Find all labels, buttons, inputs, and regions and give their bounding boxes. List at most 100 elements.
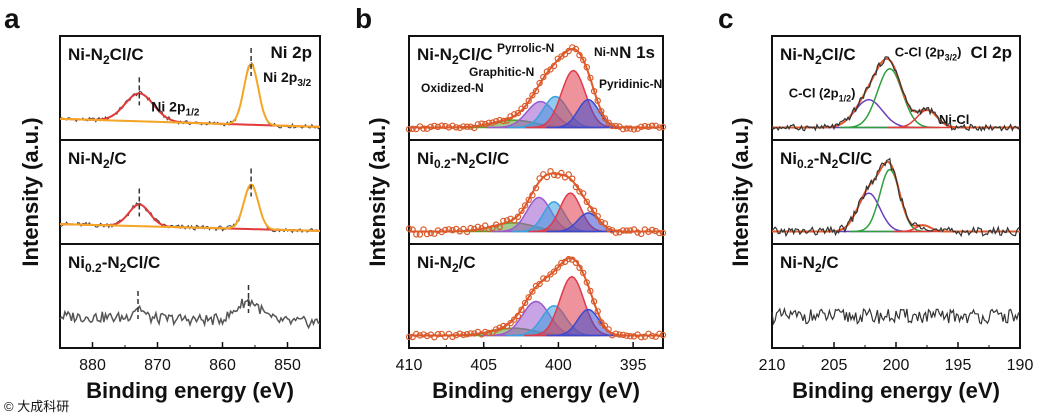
raw-data-point [540,275,547,282]
raw-data-point [514,109,522,117]
raw-data-point [638,334,645,341]
sample-label-rest: /C [110,149,127,168]
sample-label: Ni-N2/C [68,149,127,171]
x-axis-label: Binding energy (eV) [86,378,294,403]
component-label-name: C-Cl (2p [789,86,839,101]
raw-data-point [478,120,485,127]
raw-data-point [529,191,536,199]
raw-data-point [529,92,536,99]
component-label: Ni-Cl [939,112,969,127]
raw-data-point [405,333,413,341]
x-tick-label: 870 [144,357,171,374]
raw-data-point [547,167,554,175]
watermark: © 大成科研 [4,399,69,414]
raw-data-point [442,226,449,234]
sample-label-main: Ni-N [780,253,815,272]
sample-label: Ni0.2-N2Cl/C [780,149,872,171]
raw-data-point [587,287,594,295]
sample-label-main: Ni-N [780,45,815,64]
raw-data-point [583,63,591,71]
raw-data-point [648,122,656,129]
raw-data-point [580,190,587,197]
sample-label-sub: 2 [832,157,839,171]
raw-data-point [659,331,667,339]
raw-data-point [645,228,652,235]
raw-data-point [598,218,605,226]
raw-data-point [525,97,532,104]
raw-data-point [576,264,583,271]
raw-data-point [507,319,514,327]
raw-data-point [583,198,591,205]
peak-label-name: Ni 2p [151,98,185,114]
raw-data-point [634,229,641,236]
raw-data-point [434,227,442,234]
raw-data-point [572,45,580,53]
raw-data-point [558,169,565,177]
raw-data-point [630,333,638,340]
raw-data-point [503,217,511,224]
raw-data-point [619,125,627,133]
y-axis-label: Intensity (a.u.) [18,117,43,266]
raw-data-point [550,268,558,275]
subpanel: Ni0.2-N2Cl/C [405,149,667,238]
sample-label-sub: 2 [103,157,110,171]
sample-label-sub: 0.2 [85,261,102,275]
raw-data-point [656,124,663,131]
raw-data-point [456,330,463,337]
peak-label-sub: 1/2 [186,107,200,118]
raw-data-point [656,229,663,237]
raw-data-point [460,331,467,339]
component-peak [840,67,940,129]
raw-data-point [453,124,460,131]
raw-data-point [503,117,511,124]
panel-letter: a [4,3,20,34]
subpanel: Ni-N2Cl/C [405,44,667,133]
sample-label: Ni-N2Cl/C [68,45,144,67]
raw-data-point [518,207,525,214]
component-label-sub: 3/2 [945,53,958,63]
raw-data-point [434,123,442,131]
raw-data-point [554,264,562,271]
panel-b: b 410 405 400 395 Binding energy (eV) Intensit… [355,3,667,403]
x-tick-label: 860 [209,357,236,374]
raw-data-point [645,123,652,131]
raw-data-point [449,333,456,341]
panel-a: a 880 870 860 850 Binding energy (eV) Intensit… [4,3,321,403]
sample-label-rest: Cl/C [459,45,493,64]
raw-data-point [623,332,630,339]
peak-label-name: Ni 2p [263,69,297,85]
sample-label-main: Ni [417,149,434,168]
raw-data-point [449,122,456,130]
sample-label-rest: Cl/C [126,253,160,272]
raw-data-point [420,226,427,233]
panel-letter: b [355,3,372,34]
raw-data-point [431,122,438,130]
sample-label-sub: 2 [452,261,459,275]
subpanel: Ni-N2/C [59,149,321,234]
raw-data-point [514,312,522,320]
sample-label-sub: 2 [815,261,822,275]
raw-data-point [405,225,413,232]
raw-data-point [594,97,601,104]
sample-label: Ni0.2-N2Cl/C [68,253,160,275]
raw-data-point [507,215,514,222]
raw-data-point [445,226,453,233]
sample-label: Ni-N2Cl/C [417,45,493,67]
sample-label-rest: /C [459,253,476,272]
raw-data-point [587,74,594,82]
component-label: C-Cl (2p3/2) [895,45,962,63]
raw-data-point [623,227,630,234]
element-label: Cl 2p [970,43,1012,62]
raw-data-point [536,280,543,288]
raw-data-point [590,298,598,305]
raw-data-point [623,125,630,132]
raw-data-point [609,332,616,339]
raw-data-point [471,124,478,132]
raw-data-point [442,122,449,130]
x-axis-label: Binding energy (eV) [432,378,640,403]
raw-data-point [521,202,529,209]
x-tick-label: 850 [274,357,301,374]
raw-data-point [503,323,511,330]
raw-data-point [543,173,551,181]
